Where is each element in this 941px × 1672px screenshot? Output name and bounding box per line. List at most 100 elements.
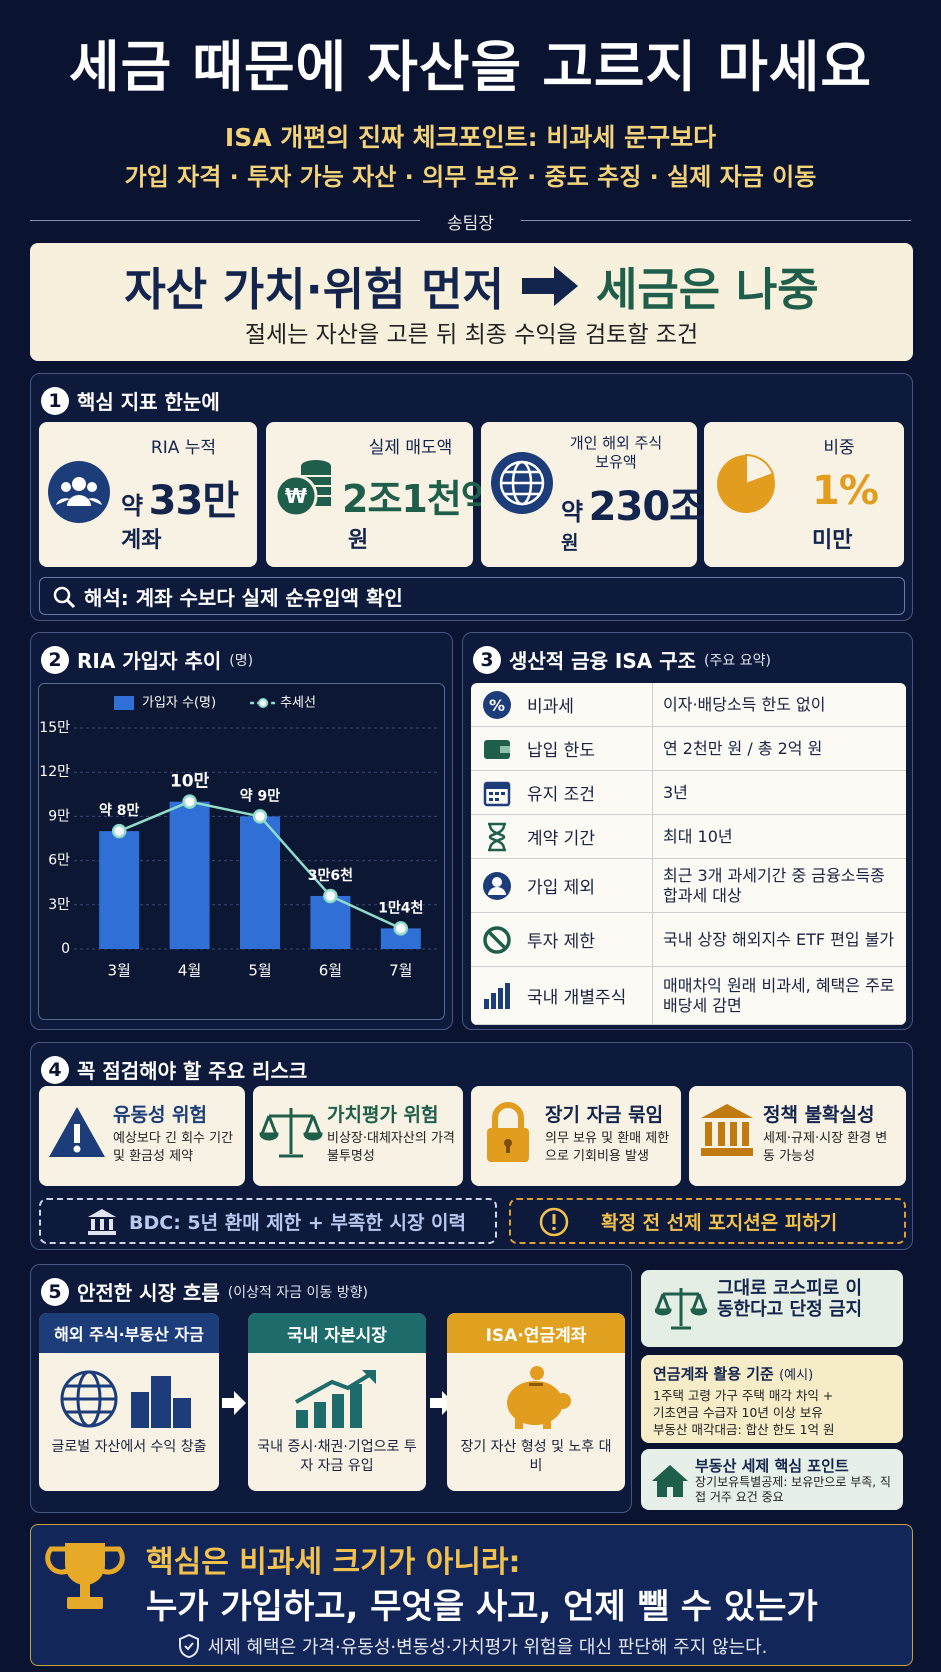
step-title: ISA·연금계좌: [447, 1313, 625, 1353]
graphic: [259, 1108, 323, 1158]
y-tick-label: 12만: [39, 764, 70, 780]
section-header: 5 안전한 시장 흐름 (이상적 자금 이동 방향): [41, 1277, 368, 1306]
graphic: [530, 1366, 544, 1380]
piggy-icon: [507, 1366, 571, 1429]
graphic: [100, 1219, 104, 1230]
row-key: 투자 제한: [523, 913, 653, 966]
icon: [483, 871, 511, 900]
metric-label: 개인 해외 주식 보유액: [569, 434, 663, 471]
metric-card: 개인 해외 주식 보유액 약 230조 원: [481, 422, 706, 567]
flow-arrow: [222, 1391, 246, 1415]
graphic: [492, 1102, 524, 1128]
section-number: 4: [41, 1055, 69, 1084]
bar: [169, 801, 210, 949]
metric-label: 비중: [823, 438, 855, 458]
graphic: [701, 1104, 753, 1118]
step-title: 국내 자본시장: [248, 1313, 426, 1353]
risk-title: 정책 불확실성: [763, 1104, 875, 1126]
step-title: 해외 주식·부동산 자금: [39, 1313, 219, 1353]
bar: [310, 895, 351, 949]
risk-desc: 세제·규제·시장 환경 변동 가능성: [763, 1131, 888, 1164]
realestate-desc: 장기보유특별공제: 보유만으로 부족, 직접 거주 요건 중요: [695, 1475, 891, 1504]
graphic: [222, 1391, 246, 1415]
row-icon: [471, 925, 523, 955]
graphic: [488, 886, 506, 895]
metric-value-row: 1%: [812, 468, 879, 514]
risk-section: 4 꼭 점검해야 할 주요 리스크 유동성 위험 예상보다 긴 회수 기간 및 환…: [30, 1042, 913, 1250]
bdc-pill: BDC: 5년 환매 제한 + 부족한 시장 이력: [39, 1198, 497, 1244]
bar: [380, 928, 421, 949]
row-value: 매매차익 원래 비과세, 혜택은 주로 배당세 감면: [663, 975, 895, 1015]
trend-point: [393, 921, 409, 936]
graphic: [499, 460, 545, 506]
globe-city-icon: [60, 1370, 191, 1428]
chart-subtitle: (명): [229, 652, 254, 669]
metric-value-row: 약 230조: [561, 474, 706, 532]
bar: [99, 831, 140, 949]
shield-icon: [178, 1634, 199, 1658]
section-number: 1: [41, 386, 69, 415]
metric-card: ₩ 실제 매도액 2조1천억 원: [266, 422, 496, 567]
chart-title: RIA 가입자 추이: [77, 649, 222, 673]
row-value: 최대 10년: [663, 826, 733, 846]
author: 송팀장: [447, 214, 494, 234]
trophy-icon: [45, 1543, 125, 1609]
icon: [484, 739, 510, 759]
warning-text: 확정 전 선제 포지션은 피하기: [601, 1211, 838, 1234]
graphic: [131, 1392, 149, 1428]
note-bar: 해석: 계좌 수보다 실제 순유입액 확인: [39, 577, 905, 615]
graphic: [742, 1122, 749, 1146]
flow-step: ISA·연금계좌 장기 자산 형성 및 노후 대비: [447, 1313, 625, 1491]
graphic: [489, 797, 493, 801]
row-icon: %: [471, 690, 523, 720]
trend-point: [252, 809, 268, 824]
icon: [488, 822, 506, 851]
risk-desc: 의무 보유 및 환매 제한으로 기회비용 발생: [545, 1131, 670, 1164]
isa-row: 가입 제외 최근 3개 과세기간 중 금융소득종합과세 대상: [471, 859, 906, 913]
graphic: [60, 1370, 118, 1428]
graphic: [53, 586, 71, 604]
section-title: 안전한 시장 흐름: [77, 1281, 220, 1305]
metric-unit: 원: [348, 528, 369, 553]
graphic: [501, 791, 505, 795]
pension-line: 1주택 고령 가구 주택 매각 차익 +: [653, 1388, 834, 1403]
conclusion-line2: 누가 가입하고, 무엇을 사고, 언제 뺄 수 있는가: [146, 1587, 818, 1627]
building-icon: [701, 1104, 753, 1156]
conclusion: 핵심은 비과세 크기가 아니라: 누가 가입하고, 무엇을 사고, 언제 뺄 수…: [30, 1524, 913, 1666]
pension-box: 연금계좌 활용 기준 (예시) 1주택 고령 가구 주택 매각 차익 + 기초연…: [641, 1355, 903, 1443]
row-value: 이자·배당소득 한도 없이: [663, 694, 826, 714]
graphic: [483, 925, 511, 954]
arrow-icon: [521, 265, 578, 306]
step-desc: 장기 자산 형성 및 노후 대비: [460, 1439, 612, 1474]
realestate-title: 부동산 세제 핵심 포인트: [695, 1457, 849, 1475]
graphic: [529, 1383, 543, 1386]
row-icon: [471, 778, 523, 808]
y-tick-label: 3만: [48, 897, 70, 913]
graphic: [745, 453, 775, 486]
graphic: [655, 1308, 707, 1316]
pension-line: 기초연금 수급자 10년 이상 보유: [653, 1405, 823, 1420]
icon: [483, 781, 511, 806]
banner-headline: 자산 가치·위험 먼저 세금은 나중: [30, 253, 913, 318]
section-header: 4 꼭 점검해야 할 주요 리스크: [41, 1055, 307, 1084]
metric-label: RIA 누적: [150, 438, 217, 458]
footnote-row: 세제 혜택은 가격·유동성·변동성·가치평가 위험을 대신 판단해 주지 않는다…: [31, 1633, 914, 1659]
divider: [521, 220, 911, 221]
bdc-text: BDC: 5년 환매 제한 + 부족한 시장 이력: [129, 1211, 466, 1234]
trend-point: [182, 794, 197, 809]
bank-icon: [88, 1209, 116, 1235]
graphic: [80, 1583, 90, 1597]
x-tick-label: 4월: [178, 962, 201, 980]
divider: [30, 220, 420, 221]
banner-sub: 절세는 자산을 고른 뒤 최종 수익을 검토할 조건: [244, 322, 699, 348]
graphic: ₩: [285, 484, 307, 508]
banner: 자산 가치·위험 먼저 세금은 나중 절세는 자산을 고른 뒤 최종 수익을 검…: [30, 243, 913, 361]
graphic: [489, 791, 505, 801]
graphic: [56, 495, 102, 506]
graphic: [488, 822, 506, 851]
value-label: 10만: [170, 772, 210, 792]
note: 해석: 계좌 수보다 실제 순유입액 확인: [84, 585, 403, 610]
graphic: [296, 1410, 308, 1428]
graphic: [73, 1145, 81, 1153]
